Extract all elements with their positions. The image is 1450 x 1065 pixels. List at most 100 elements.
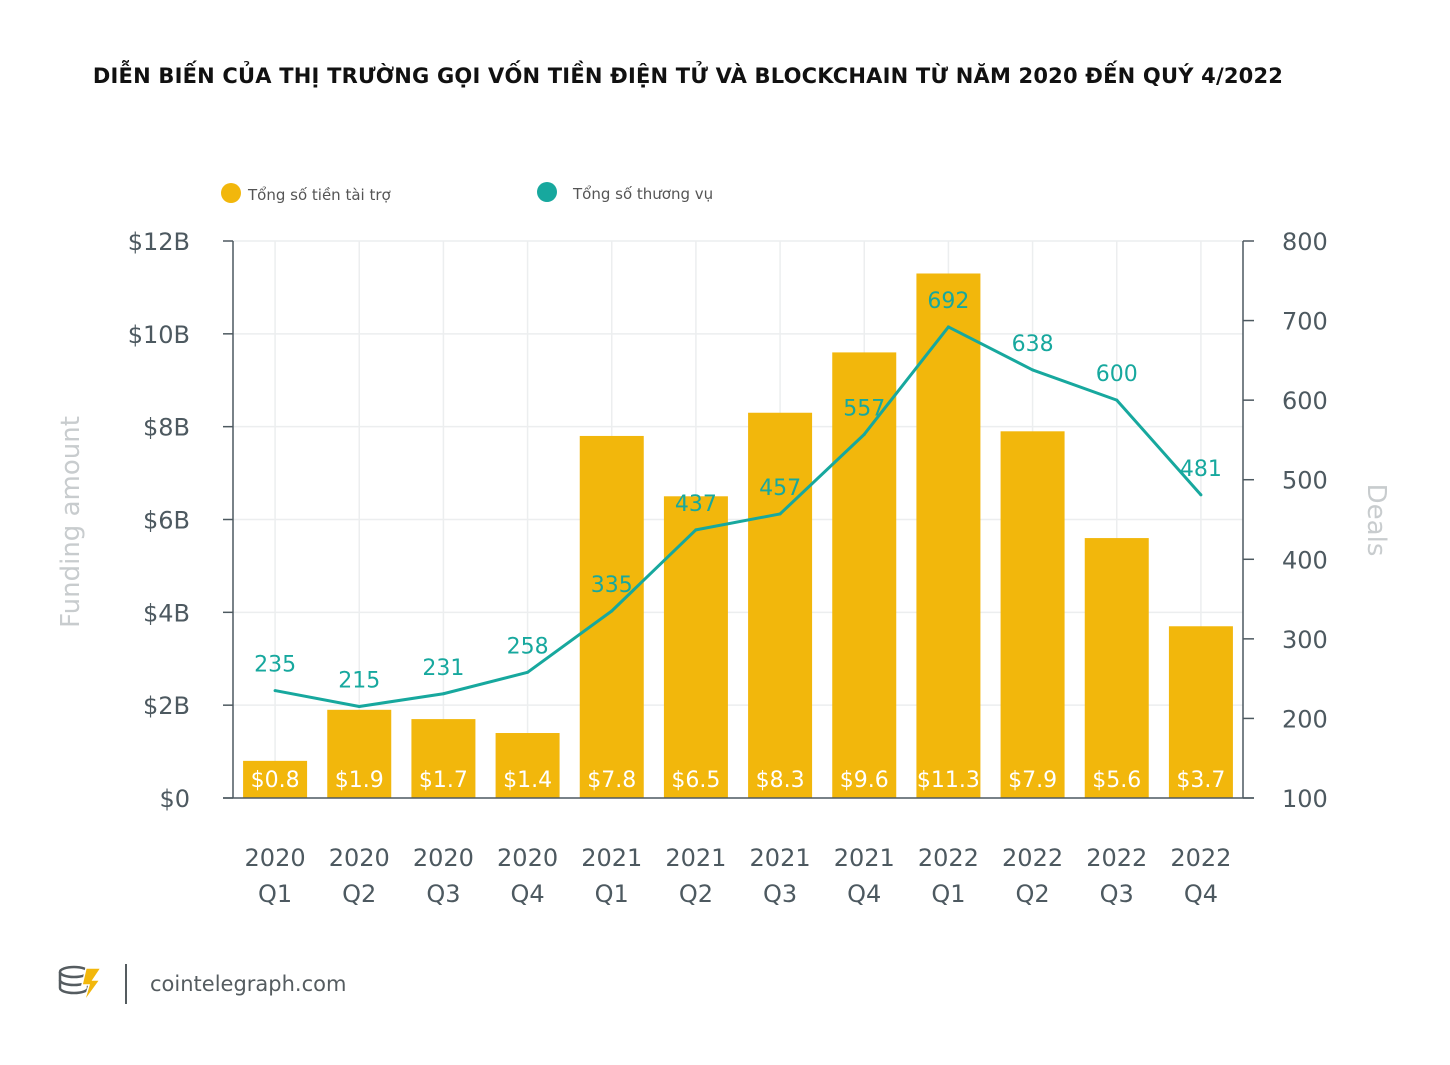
x-tick-label-year: 2022 [1170, 844, 1231, 872]
bar-value-label: $6.5 [671, 768, 720, 793]
deals-point [357, 704, 361, 708]
deals-point [1115, 398, 1119, 402]
x-tick-label-year: 2022 [1086, 844, 1147, 872]
bar [495, 733, 560, 798]
x-tick-label-year: 2021 [665, 844, 726, 872]
bar [832, 352, 897, 798]
y-left-tick-label: $4B [143, 599, 190, 627]
x-tick-label-quarter: Q2 [679, 880, 713, 908]
brand-text: cointelegraph.com [150, 972, 346, 996]
bar-value-label: $1.9 [335, 768, 384, 793]
y-right-tick-label: 700 [1282, 308, 1328, 336]
y-left-tick-label: $2B [143, 692, 190, 720]
bar-value-label: $8.3 [756, 768, 805, 793]
y-right-tick-label: 800 [1282, 228, 1328, 256]
x-tick-label-year: 2022 [1002, 844, 1063, 872]
x-tick-label-quarter: Q4 [510, 880, 544, 908]
deals-value-label: 335 [591, 573, 633, 598]
bar-value-label: $5.6 [1092, 768, 1141, 793]
y-left-tick-label: $12B [128, 228, 190, 256]
bar-value-label: $1.4 [503, 768, 552, 793]
deals-point [526, 670, 530, 674]
y-left-tick-label: $6B [143, 507, 190, 535]
deals-value-label: 557 [843, 396, 885, 421]
bar-value-label: $3.7 [1176, 768, 1225, 793]
x-tick-label-year: 2020 [497, 844, 558, 872]
brand-footer: cointelegraph.com [58, 964, 346, 1004]
bar-value-label: $11.3 [917, 768, 980, 793]
y-right-tick-label: 200 [1282, 705, 1328, 733]
x-tick-label-year: 2021 [750, 844, 811, 872]
bar-value-label: $0.8 [251, 768, 300, 793]
x-tick-label-year: 2022 [918, 844, 979, 872]
deals-point [694, 528, 698, 532]
deals-point [778, 512, 782, 516]
legend-swatch-funding [221, 183, 241, 203]
bar [916, 273, 981, 798]
bar [579, 435, 644, 798]
x-tick-label-quarter: Q3 [763, 880, 797, 908]
bar [411, 719, 476, 798]
deals-point [273, 689, 277, 693]
y-left-tick-label: $0 [159, 785, 190, 813]
y-right-tick-label: 400 [1282, 546, 1328, 574]
cointelegraph-logo-icon [58, 965, 103, 1003]
bars [243, 273, 1233, 798]
x-tick-label-year: 2021 [834, 844, 895, 872]
x-tick-label-quarter: Q3 [426, 880, 460, 908]
deals-value-label: 215 [338, 668, 380, 693]
deals-value-label: 258 [507, 634, 549, 659]
deals-point [946, 325, 950, 329]
y-right-tick-label: 500 [1282, 467, 1328, 495]
deals-line [273, 325, 1203, 708]
x-tick-label-year: 2020 [329, 844, 390, 872]
deals-point [862, 432, 866, 436]
legend-label-deals: Tổng số thương vụ [572, 185, 713, 203]
labels: $0.8 $1.9 $1.7 $1.4 $7.8 $6.5 $8.3 $9.6 $11.3 $7.… [251, 289, 1226, 793]
y-right-tick-label: 300 [1282, 626, 1328, 654]
bar [243, 760, 308, 798]
bar [1000, 431, 1065, 798]
deals-point [610, 609, 614, 613]
x-tick-label-quarter: Q3 [1100, 880, 1134, 908]
bar [1084, 538, 1149, 798]
bar-value-label: $1.7 [419, 768, 468, 793]
y-left-tick-label: $10B [128, 321, 190, 349]
x-tick-label-year: 2020 [413, 844, 474, 872]
axes: $0 $2B $4B $6B $8B $10B $12B 100 200 300 400 500 600… [128, 228, 1328, 908]
deals-value-label: 600 [1096, 362, 1138, 387]
deals-value-label: 437 [675, 492, 717, 517]
bar-value-label: $7.8 [587, 768, 636, 793]
deals-value-label: 638 [1012, 332, 1054, 357]
deals-point [441, 692, 445, 696]
legend: Tổng số tiền tài trợ Tổng số thương vụ [221, 182, 713, 204]
y-left-tick-label: $8B [143, 414, 190, 442]
deals-value-label: 235 [254, 653, 296, 678]
deals-value-label: 481 [1180, 457, 1222, 482]
x-tick-label-year: 2020 [245, 844, 306, 872]
bar [663, 496, 728, 798]
y-left-axis-title: Funding amount [56, 416, 86, 628]
bar [748, 412, 813, 798]
legend-swatch-deals [537, 182, 557, 202]
y-right-tick-label: 600 [1282, 387, 1328, 415]
deals-series-line [274, 325, 1203, 708]
legend-label-funding: Tổng số tiền tài trợ [247, 186, 392, 204]
deals-value-label: 231 [422, 656, 464, 681]
deals-value-label: 457 [759, 476, 801, 501]
x-tick-label-quarter: Q1 [258, 880, 292, 908]
bar-value-label: $7.9 [1008, 768, 1057, 793]
x-tick-label-quarter: Q4 [847, 880, 881, 908]
deals-point [1031, 368, 1035, 372]
x-tick-label-quarter: Q2 [1015, 880, 1049, 908]
y-right-axis-title: Deals [1361, 484, 1391, 557]
bar [327, 709, 392, 798]
x-tick-label-quarter: Q1 [595, 880, 629, 908]
deals-point [1199, 493, 1203, 497]
x-tick-label-year: 2021 [581, 844, 642, 872]
x-tick-label-quarter: Q4 [1184, 880, 1218, 908]
x-tick-label-quarter: Q2 [342, 880, 376, 908]
deals-value-label: 692 [927, 289, 969, 314]
x-tick-label-quarter: Q1 [931, 880, 965, 908]
